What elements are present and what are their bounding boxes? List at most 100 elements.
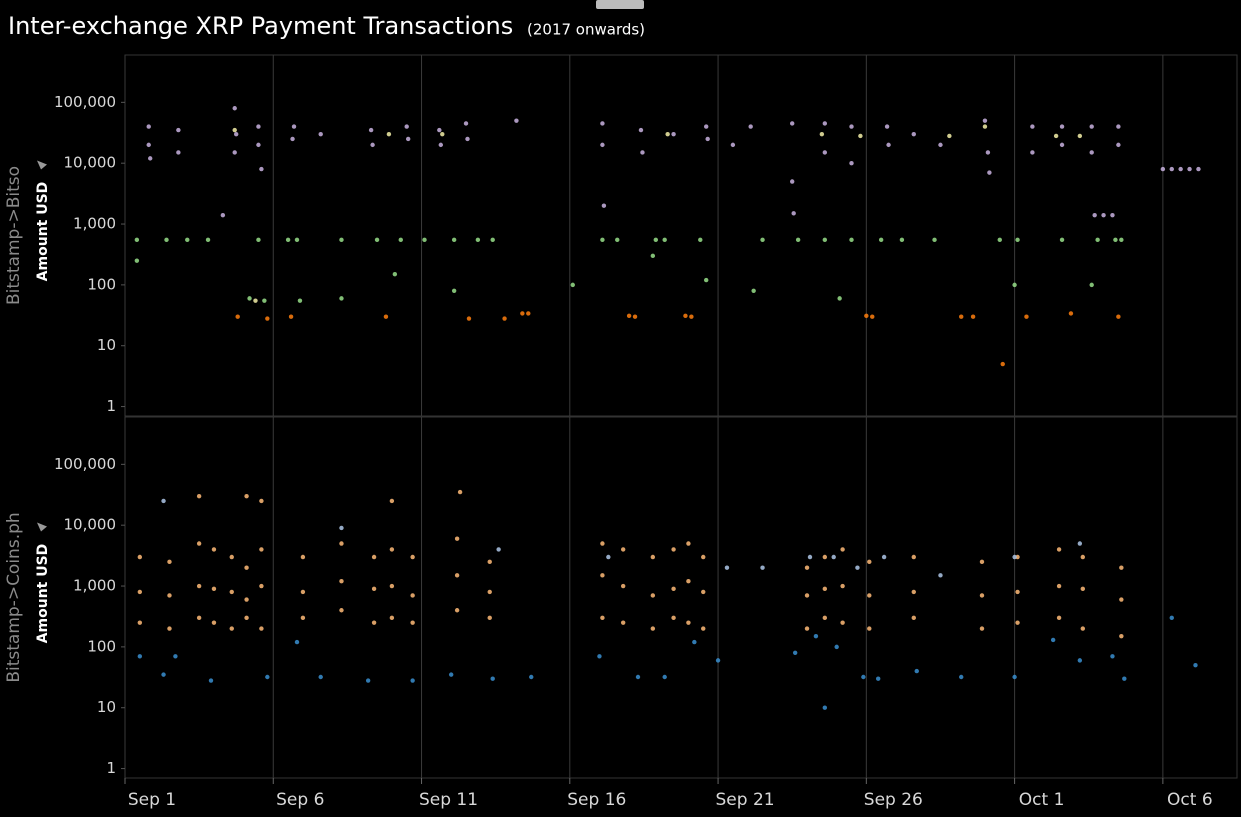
data-point xyxy=(466,316,472,321)
data-point xyxy=(134,237,140,243)
data-point xyxy=(161,672,166,677)
data-point xyxy=(760,237,765,243)
y-tick-label: 1,000 xyxy=(73,215,116,233)
data-point xyxy=(795,237,801,243)
data-point xyxy=(389,615,395,621)
data-point xyxy=(837,296,842,301)
data-point xyxy=(886,142,891,148)
data-point xyxy=(597,654,602,659)
y-tick-label: 100,000 xyxy=(54,455,116,473)
data-point xyxy=(849,124,854,129)
data-point xyxy=(211,547,217,552)
y-tick-label: 10,000 xyxy=(64,154,117,172)
data-point xyxy=(701,589,706,595)
data-point xyxy=(134,258,140,263)
chart-subtitle: (2017 onwards) xyxy=(527,21,645,39)
data-point xyxy=(698,237,703,243)
data-point xyxy=(265,674,270,680)
data-point xyxy=(822,554,828,560)
data-point xyxy=(176,127,181,133)
data-point xyxy=(487,615,492,621)
data-point xyxy=(256,124,261,129)
data-point xyxy=(1169,166,1174,172)
data-point xyxy=(146,124,151,129)
data-point xyxy=(529,674,534,680)
pin-icon xyxy=(37,160,47,170)
data-point xyxy=(146,142,151,148)
data-point xyxy=(205,237,211,243)
data-point xyxy=(232,127,237,133)
data-point xyxy=(570,282,575,288)
scroll-handle[interactable] xyxy=(596,0,644,9)
data-point xyxy=(229,626,234,631)
data-point xyxy=(520,311,525,316)
data-point xyxy=(244,493,249,499)
data-point xyxy=(454,536,460,541)
data-point xyxy=(196,493,202,499)
data-point xyxy=(475,237,481,243)
data-point xyxy=(232,106,237,111)
data-point xyxy=(704,277,709,283)
data-point xyxy=(1077,658,1083,663)
data-point xyxy=(1077,133,1083,139)
data-point xyxy=(1059,237,1065,243)
x-tick-label: Sep 6 xyxy=(276,790,324,810)
data-point xyxy=(176,150,181,155)
data-point xyxy=(1092,212,1097,218)
data-point xyxy=(1080,554,1086,560)
data-point xyxy=(167,593,172,598)
data-point xyxy=(791,211,796,216)
data-point xyxy=(979,626,985,631)
data-point xyxy=(715,658,721,663)
data-point xyxy=(620,547,626,552)
facet-label: Bitstamp->Coins.ph xyxy=(4,512,24,682)
data-point xyxy=(987,170,992,175)
data-point xyxy=(410,593,415,598)
data-point xyxy=(196,583,202,589)
data-point xyxy=(1053,133,1059,139)
x-tick-label: Sep 21 xyxy=(716,790,775,810)
data-point xyxy=(502,316,507,321)
data-point xyxy=(1196,166,1201,172)
data-point xyxy=(410,678,415,683)
data-point xyxy=(632,314,638,319)
data-point xyxy=(686,541,691,546)
data-point xyxy=(371,620,377,625)
data-point xyxy=(620,620,626,625)
data-point xyxy=(383,314,389,319)
data-point xyxy=(804,593,810,598)
y-axis-title: Amount USD xyxy=(35,544,51,644)
data-point xyxy=(959,674,964,680)
data-point xyxy=(465,136,470,142)
data-point xyxy=(370,142,375,148)
data-point xyxy=(1059,124,1065,129)
data-point xyxy=(211,620,217,625)
data-point xyxy=(463,121,469,126)
x-tick-label: Oct 1 xyxy=(1019,790,1065,810)
data-point xyxy=(220,212,226,218)
data-point xyxy=(398,237,403,243)
data-point xyxy=(1030,150,1035,155)
data-point xyxy=(1187,166,1192,172)
data-point xyxy=(875,676,881,681)
data-point xyxy=(822,705,828,710)
data-point xyxy=(760,565,765,570)
data-point xyxy=(705,136,710,142)
data-point xyxy=(840,547,845,552)
data-point xyxy=(635,674,641,680)
data-point xyxy=(404,124,409,129)
data-point xyxy=(864,313,869,319)
data-point xyxy=(288,314,294,319)
data-point xyxy=(1110,654,1115,659)
data-point xyxy=(911,554,916,560)
pin-icon xyxy=(37,522,47,532)
data-point xyxy=(1077,541,1083,546)
data-point xyxy=(371,586,377,592)
data-point xyxy=(1015,237,1020,243)
data-point xyxy=(234,131,239,137)
x-tick-label: Sep 1 xyxy=(128,790,176,810)
data-point xyxy=(339,608,344,613)
data-point xyxy=(1101,212,1106,218)
data-point xyxy=(229,589,234,595)
data-point xyxy=(671,547,676,552)
